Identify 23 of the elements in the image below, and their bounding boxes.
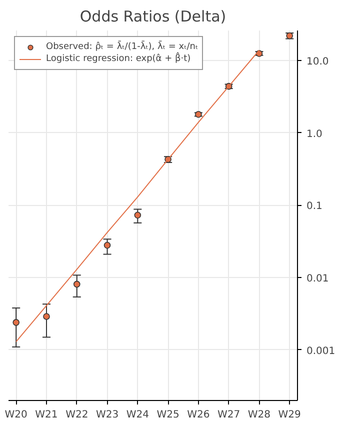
legend-label: Logistic regression: exp(α̂ + β̂·t) xyxy=(46,54,191,64)
x-tick-label: W27 xyxy=(218,410,240,420)
x-tick-label: W23 xyxy=(96,410,119,420)
point xyxy=(12,319,20,326)
y-tick-label: 1.0 xyxy=(306,128,322,140)
x-tick-label: W25 xyxy=(156,410,180,420)
legend-label: Observed: ρ̂ₜ = λ̄ₜ/(1-λ̄ₜ), λ̄ₜ = xₜ/nₜ xyxy=(46,42,198,52)
y-tick-label: 0.01 xyxy=(306,274,329,285)
point xyxy=(104,242,111,249)
x-tick-label: W22 xyxy=(66,410,88,420)
x-tick-label: W28 xyxy=(248,410,271,420)
y-tick-label: 0.001 xyxy=(306,346,336,357)
point xyxy=(43,313,50,320)
x-tick-label: W20 xyxy=(4,410,28,420)
y-tick-label: 10.0 xyxy=(306,56,329,68)
point xyxy=(134,212,142,219)
x-tick-label: W24 xyxy=(126,410,149,420)
point xyxy=(73,280,80,288)
x-tick-label: W26 xyxy=(187,410,210,420)
y-tick-label: 0.1 xyxy=(306,201,322,212)
x-tick-label: W21 xyxy=(35,410,58,420)
chart-title: Odds Ratios (Delta) xyxy=(80,8,226,26)
x-tick-label: W29 xyxy=(278,410,301,420)
